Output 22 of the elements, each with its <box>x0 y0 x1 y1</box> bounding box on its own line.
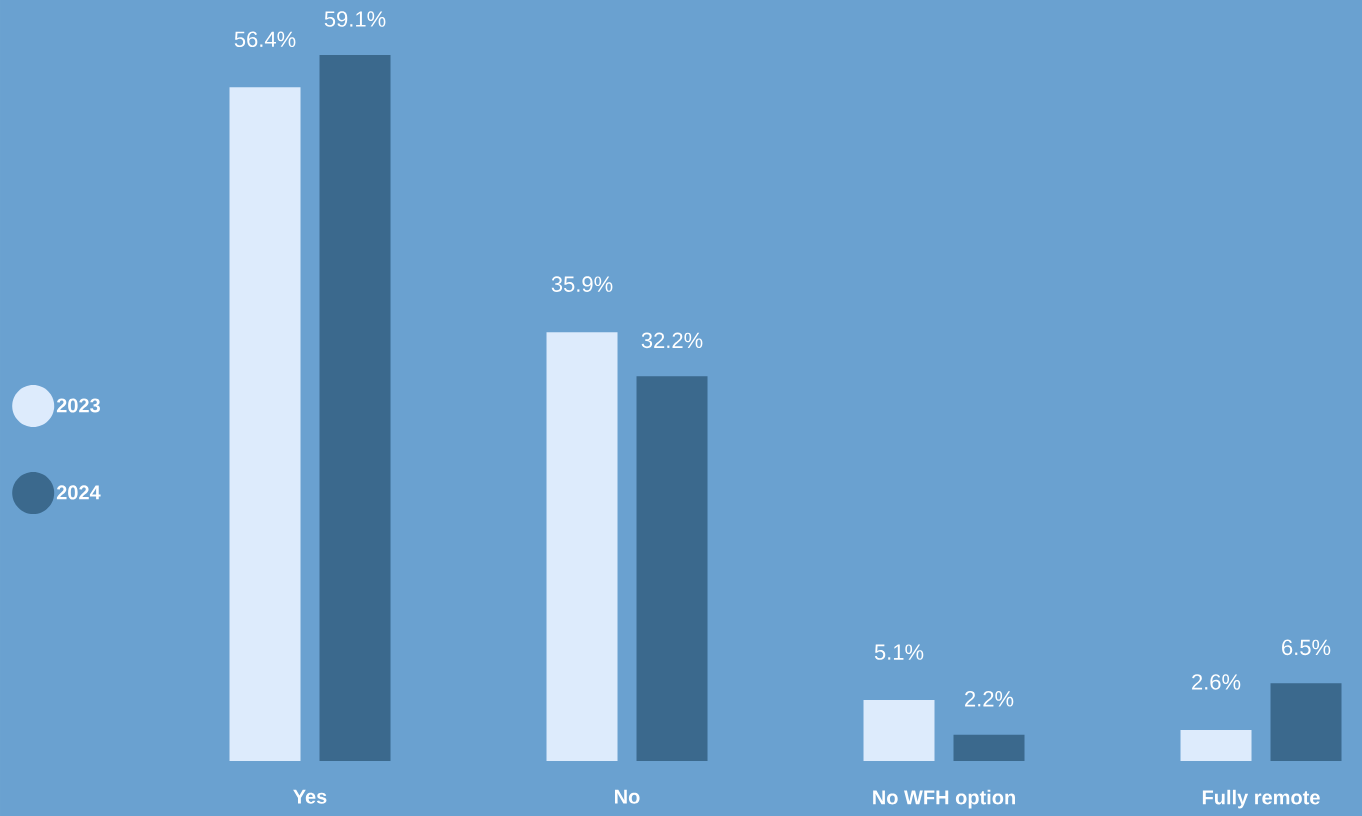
legend-label: 2023 <box>56 398 100 413</box>
bar <box>229 87 301 761</box>
data-label: 5.1% <box>874 644 924 660</box>
data-label: 6.5% <box>1282 639 1331 656</box>
x-tick-label: No WFH option <box>873 789 1015 809</box>
bar <box>546 332 618 761</box>
bar <box>953 734 1025 761</box>
bar <box>636 376 708 761</box>
x-tick-label: Fully remote <box>1202 789 1320 809</box>
x-tick-label: No <box>615 789 640 804</box>
x-tick-label: Yes <box>293 789 327 804</box>
data-label: 2.6% <box>1192 674 1241 690</box>
bar <box>863 700 935 761</box>
bar <box>1270 683 1342 761</box>
legend-label: 2024 <box>56 485 101 500</box>
data-label: 2.2% <box>965 691 1014 707</box>
data-label: 35.9% <box>551 276 613 292</box>
data-label: 59.1% <box>324 11 386 27</box>
bar <box>1180 729 1252 761</box>
data-label: 32.2% <box>641 332 703 349</box>
data-label: 56.4% <box>234 31 296 48</box>
bar <box>319 54 391 761</box>
